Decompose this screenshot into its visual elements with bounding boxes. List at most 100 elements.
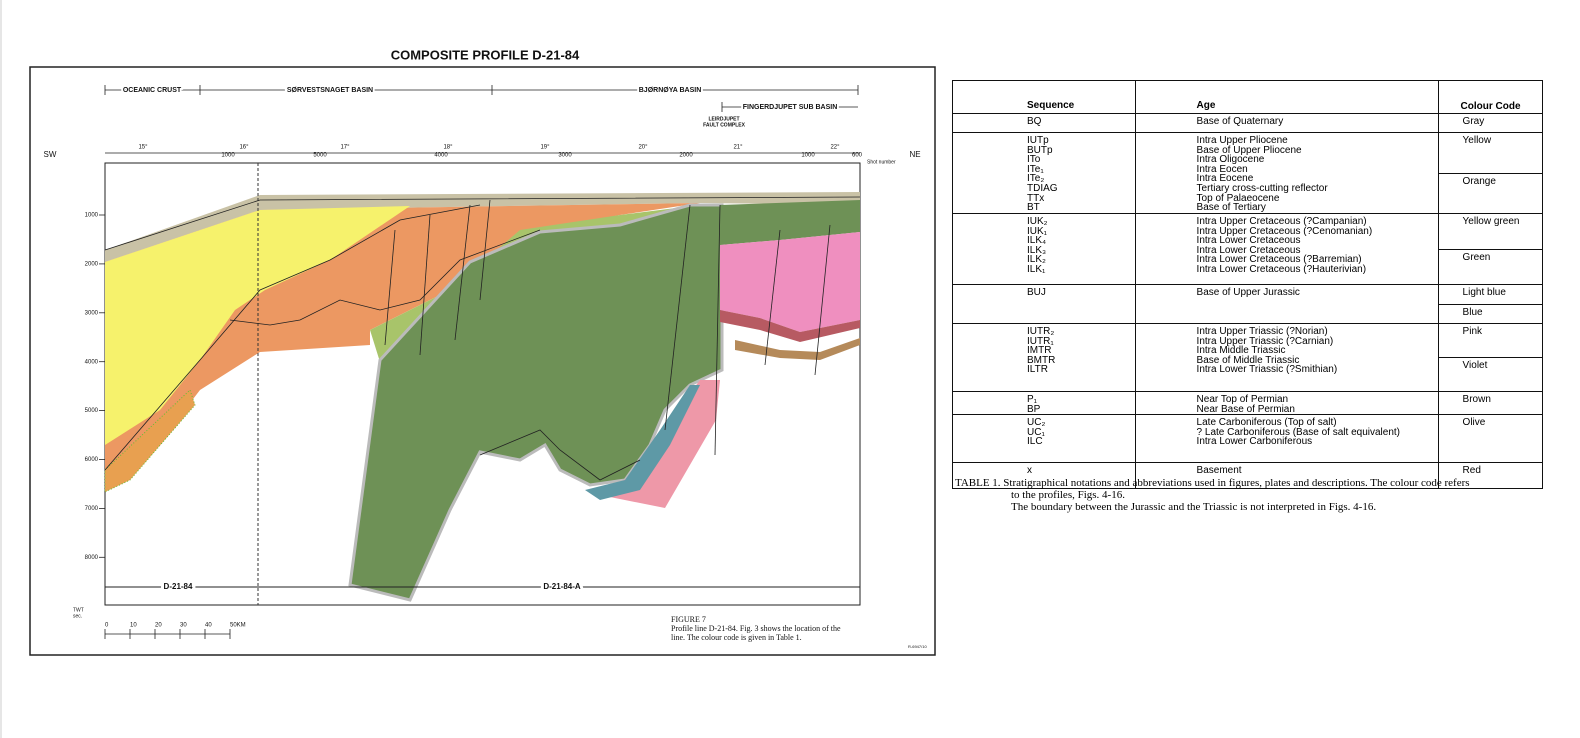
sequence: ILK₃ bbox=[1027, 244, 1047, 256]
age: Intra Upper Triassic (?Carnian) bbox=[1196, 335, 1334, 347]
longitude: 19° bbox=[540, 145, 550, 151]
table-row: IUK₂ IUK₁ ILK₄ ILK₃ ILK₂ ILK₁ Intra Upper Cret… bbox=[952, 213, 1544, 285]
age: Near Base of Permian bbox=[1196, 403, 1295, 415]
region-label: SØRVESTSNAGET BASIN bbox=[287, 87, 373, 94]
shot-number-label: Shot number bbox=[867, 159, 896, 165]
colour: Red bbox=[1462, 465, 1481, 477]
faults bbox=[104, 196, 861, 481]
age-cell: Intra Upper Pliocene Base of Upper Plioce… bbox=[1134, 132, 1439, 214]
colour-cell: Pink Violet bbox=[1437, 323, 1544, 392]
table-row: BUJ Base of Upper Jurassic Light blue Blue bbox=[952, 284, 1544, 324]
table: Sequence Age Colour Code BQ Base of Quaterna… bbox=[952, 80, 1544, 490]
age-cell: Late Carboniferous (Top of salt)? Late C… bbox=[1134, 414, 1439, 464]
sequence: UC₂ bbox=[1027, 417, 1046, 429]
colour-list: Yellow Orange bbox=[1438, 133, 1542, 213]
age: Intra Middle Triassic bbox=[1196, 345, 1286, 357]
sequence-cell: UC₂ UC₁ ILC bbox=[952, 414, 1136, 464]
table-row: UC₂ UC₁ ILC Late Carboniferous (Top of salt… bbox=[952, 414, 1544, 464]
age: Base of Tertiary bbox=[1196, 202, 1266, 214]
blue-layer bbox=[585, 385, 700, 500]
table-body: BQ Base of Quaternary Gray IUTp BUTp ITo ITe₁ I… bbox=[952, 113, 1544, 490]
table-row: IUTR₂ IUTR₁ IMTR BMTR ILTR Intra Upper Triass… bbox=[952, 323, 1544, 392]
caption-title: FIGURE 7 bbox=[671, 615, 706, 624]
longitude: 21° bbox=[733, 145, 743, 151]
age: Intra Lower Cretaceous (?Hauterivian) bbox=[1196, 263, 1367, 275]
depth-unit: TWT bbox=[73, 607, 84, 613]
colour-cell: Yellow green Green bbox=[1437, 213, 1544, 285]
sequence: P₁ bbox=[1027, 394, 1038, 405]
colour: Yellow bbox=[1462, 135, 1492, 146]
shot-number: 600 bbox=[852, 153, 863, 159]
line-label: D-21-84-A bbox=[543, 582, 581, 591]
sequence: IUTR₁ bbox=[1027, 335, 1054, 347]
figure: COMPOSITE PROFILE D-21-84 bbox=[0, 0, 936, 738]
colour-cell: Yellow Orange bbox=[1437, 132, 1544, 214]
colour-cell: Red bbox=[1437, 462, 1544, 490]
age: Intra Lower Cretaceous (?Barremian) bbox=[1196, 254, 1362, 266]
depth-tick-label: 7000 bbox=[85, 506, 99, 512]
colour-list: Brown bbox=[1439, 392, 1542, 414]
sequence: IUK₁ bbox=[1027, 225, 1048, 237]
colour: Yellow green bbox=[1462, 216, 1520, 227]
sequence: ILK₂ bbox=[1027, 254, 1046, 266]
age: Intra Upper Cretaceous (?Campanian) bbox=[1196, 216, 1367, 227]
age-cell: Near Top of Permian Near Base of Permian bbox=[1134, 390, 1439, 416]
caption-line: The boundary between the Jurassic and th… bbox=[1011, 501, 1377, 513]
shot-number: 2000 bbox=[679, 153, 693, 159]
age-cell: Basement bbox=[1134, 462, 1439, 490]
sequence-cell: IUTp BUTp ITo ITe₁ ITe₂ TDIAG TTx BT bbox=[952, 132, 1136, 214]
region-bar bbox=[104, 85, 860, 154]
colour-cell: Brown bbox=[1437, 390, 1544, 416]
fault-complex: LEIRDJUPET bbox=[708, 116, 739, 122]
ne-label: NE bbox=[909, 150, 920, 159]
shot-number: 3000 bbox=[558, 153, 572, 159]
colour-cell: Light blue Blue bbox=[1437, 284, 1544, 324]
colour: Brown bbox=[1462, 394, 1491, 405]
age: Tertiary cross-cutting reflector bbox=[1196, 182, 1328, 194]
yellow-layer bbox=[105, 206, 410, 445]
sequence: TDIAG bbox=[1027, 182, 1058, 194]
age-cell: Base of Quaternary bbox=[1134, 113, 1439, 133]
header-cell: Colour Code bbox=[1437, 80, 1544, 114]
sequence: UC₁ bbox=[1027, 426, 1045, 438]
table-row: P₁ BP Near Top of Permian Near Base of Perm… bbox=[952, 390, 1544, 416]
depth-tick-label: 6000 bbox=[85, 457, 99, 463]
depth-tick-label: 8000 bbox=[85, 555, 99, 561]
age-cell: Intra Upper Cretaceous (?Campanian) Intra… bbox=[1134, 213, 1439, 285]
olive-layer bbox=[104, 389, 196, 493]
age: Intra Eocene bbox=[1196, 173, 1254, 185]
age: Base of Upper Pliocene bbox=[1196, 144, 1302, 156]
line-label: D-21-84 bbox=[164, 582, 193, 591]
depth-tick-label: 1000 bbox=[85, 213, 99, 219]
sequence: BP bbox=[1027, 403, 1041, 415]
depth-tick-label: 3000 bbox=[85, 310, 99, 316]
colour: Gray bbox=[1462, 116, 1485, 127]
gray-layer bbox=[105, 192, 860, 262]
colour-list: Red bbox=[1439, 463, 1542, 488]
colour: Violet bbox=[1438, 357, 1542, 391]
age: Intra Upper Cretaceous (?Cenomanian) bbox=[1196, 225, 1373, 237]
depth-tick-label: 5000 bbox=[85, 408, 99, 414]
age: ? Late Carboniferous (Base of salt equiv… bbox=[1196, 426, 1400, 438]
colour-cell: Olive bbox=[1437, 414, 1544, 464]
colour: Light blue bbox=[1462, 287, 1506, 298]
scale-label: 40 bbox=[205, 623, 212, 629]
depth-unit: sec. bbox=[73, 613, 82, 619]
colour-list: Pink Violet bbox=[1438, 324, 1542, 391]
age: Base of Middle Triassic bbox=[1196, 354, 1300, 366]
scale-label: 10 bbox=[130, 623, 137, 629]
longitude: 15° bbox=[138, 145, 148, 151]
sequence: ITo bbox=[1027, 154, 1041, 166]
shot-number: 1000 bbox=[221, 153, 235, 159]
region-label: OCEANIC CRUST bbox=[123, 87, 182, 94]
scale-label: 30 bbox=[180, 623, 187, 629]
sequence: BMTR bbox=[1027, 354, 1056, 366]
table-row: BQ Base of Quaternary Gray bbox=[952, 113, 1544, 133]
age: Top of Palaeocene bbox=[1196, 192, 1280, 204]
sequence: BT bbox=[1027, 202, 1040, 214]
age: Intra Lower Triassic (?Smithian) bbox=[1196, 364, 1338, 376]
age-cell: Intra Upper Triassic (?Norian) Intra Uppe… bbox=[1134, 323, 1439, 392]
sequence: ITe₂ bbox=[1027, 173, 1045, 185]
sequence-cell: P₁ BP bbox=[952, 390, 1136, 416]
